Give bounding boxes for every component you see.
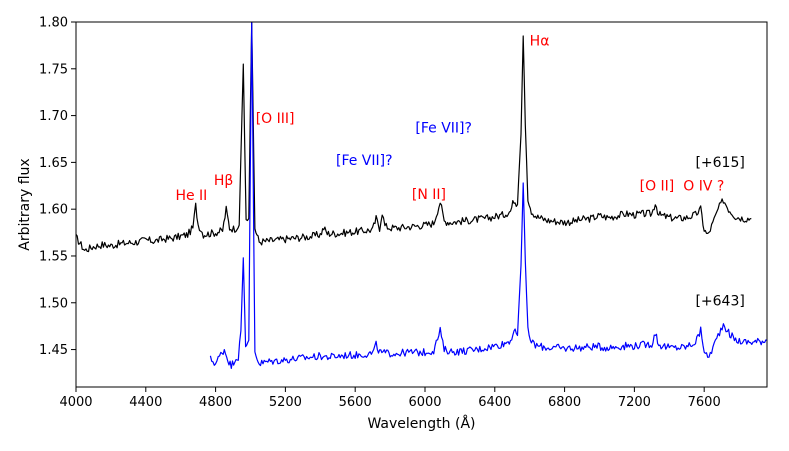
annotation-label: [O III] bbox=[256, 111, 295, 127]
annotation-label: [N II] bbox=[412, 187, 446, 203]
x-tick-label: 7600 bbox=[688, 395, 721, 410]
axis-ticks: 4000 4400 4800 5200 5600 6000 6400 6800 7200 7600… bbox=[39, 16, 721, 411]
y-tick-label: 1.75 bbox=[39, 62, 68, 77]
y-tick-label: 1.55 bbox=[39, 249, 68, 264]
annotation-label: [O II] bbox=[640, 178, 675, 194]
x-tick-label: 4000 bbox=[59, 395, 92, 410]
annotations: He II Hβ [O III] [Fe VII]? [N II] [Fe VII]? Hα… bbox=[175, 33, 744, 309]
y-tick-label: 1.50 bbox=[39, 296, 68, 311]
series-line-1 bbox=[209, 22, 767, 369]
y-tick-label: 1.45 bbox=[39, 343, 68, 358]
annotation-label: He II bbox=[175, 188, 207, 204]
x-tick-label: 6800 bbox=[548, 395, 581, 410]
annotation-label: [Fe VII]? bbox=[415, 120, 472, 136]
annotation-label: [Fe VII]? bbox=[336, 153, 393, 169]
series-lines bbox=[76, 22, 767, 369]
x-tick-label: 4800 bbox=[199, 395, 232, 410]
y-tick-label: 1.65 bbox=[39, 156, 68, 171]
y-tick-label: 1.70 bbox=[39, 109, 68, 124]
plot-frame bbox=[75, 21, 768, 388]
x-tick-label: 5200 bbox=[269, 395, 302, 410]
x-tick-label: 6400 bbox=[478, 395, 511, 410]
x-tick-label: 7200 bbox=[618, 395, 651, 410]
x-tick-label: 4400 bbox=[129, 395, 162, 410]
annotation-label: [+615] bbox=[695, 155, 744, 171]
annotation-label: Hβ bbox=[214, 173, 233, 189]
y-tick-label: 1.80 bbox=[39, 16, 68, 31]
annotation-label: Hα bbox=[530, 33, 550, 49]
series-line-0 bbox=[76, 22, 752, 253]
x-tick-label: 6000 bbox=[408, 395, 441, 410]
annotation-label: O IV ? bbox=[683, 178, 724, 194]
x-tick-label: 5600 bbox=[339, 395, 372, 410]
x-axis-title: Wavelength (Å) bbox=[367, 415, 475, 432]
y-axis-title: Arbitrary flux bbox=[17, 158, 33, 250]
annotation-label: [+643] bbox=[695, 294, 744, 310]
y-tick-label: 1.60 bbox=[39, 203, 68, 218]
